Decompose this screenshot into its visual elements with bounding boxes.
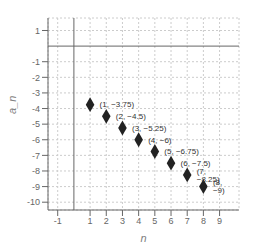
- svg-text:(4, −6): (4, −6): [148, 136, 172, 145]
- svg-text:(3, −5.25): (3, −5.25): [132, 124, 167, 133]
- html-text:−8.25): −8.25): [196, 174, 220, 184]
- svg-text:-10: -10: [27, 197, 40, 207]
- svg-text:-5: -5: [32, 119, 40, 129]
- svg-text:(2, −4.5): (2, −4.5): [116, 112, 146, 121]
- html-text:(7,: (7,: [196, 166, 207, 176]
- svg-text:5: 5: [152, 216, 157, 226]
- svg-text:-4: -4: [32, 104, 40, 114]
- svg-text:-1: -1: [54, 216, 62, 226]
- svg-text:n: n: [140, 232, 146, 244]
- svg-text:7: 7: [185, 216, 190, 226]
- svg-text:2: 2: [104, 216, 109, 226]
- svg-text:6: 6: [169, 216, 174, 226]
- svg-text:a_n: a_n: [8, 96, 18, 114]
- svg-text:(8,−9): (8,−9): [213, 178, 225, 195]
- svg-text:1: 1: [88, 216, 93, 226]
- svg-text:(5, −6.75): (5, −6.75): [164, 147, 199, 156]
- svg-text:-8: -8: [32, 166, 40, 176]
- svg-text:-9: -9: [32, 182, 40, 192]
- svg-text:1: 1: [35, 26, 40, 36]
- svg-text:3: 3: [120, 216, 125, 226]
- svg-text:-6: -6: [32, 135, 40, 145]
- svg-text:-1: -1: [32, 57, 40, 67]
- svg-text:(1, −3.75): (1, −3.75): [100, 100, 135, 109]
- svg-text:9: 9: [217, 216, 222, 226]
- svg-text:4: 4: [136, 216, 141, 226]
- svg-text:-2: -2: [32, 73, 40, 83]
- svg-text:-7: -7: [32, 151, 40, 161]
- svg-text:-3: -3: [32, 88, 40, 98]
- svg-text:8: 8: [201, 216, 206, 226]
- svg-text:(6, −7.5): (6, −7.5): [181, 159, 211, 168]
